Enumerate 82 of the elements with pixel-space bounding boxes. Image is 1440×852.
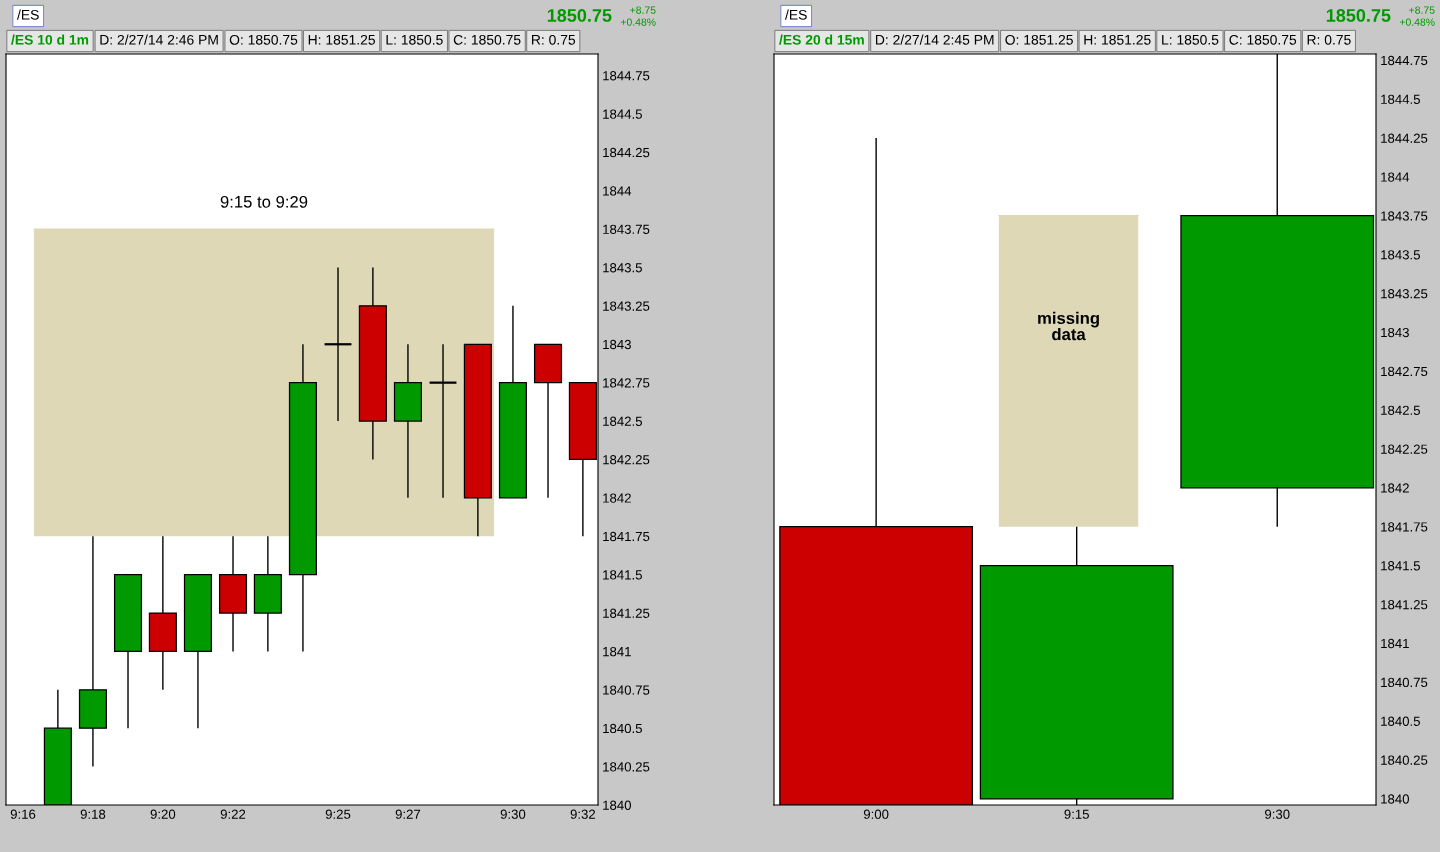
y-tick-label: 1841.5 — [603, 570, 642, 580]
y-tick-label: 1844.75 — [1381, 55, 1428, 66]
y-tick-label: 1843.25 — [1381, 289, 1428, 299]
x-tick-label: 9:16 — [10, 809, 36, 819]
candlestick — [533, 343, 563, 499]
y-tick-label: 1843.75 — [1381, 211, 1428, 221]
y-tick-label: 1844.5 — [603, 109, 642, 119]
y-tick-label: 1842 — [1381, 483, 1409, 493]
text: R: 0.75 — [1307, 34, 1351, 45]
y-tick-label: 1844.5 — [1381, 94, 1420, 104]
text: H: 1851.25 — [1084, 34, 1151, 45]
x-tick-label: 9:30 — [1265, 809, 1290, 819]
y-tick-label: 1841.75 — [1381, 522, 1428, 532]
y-tick-label: 1841.5 — [1381, 561, 1420, 571]
text: C: 1850.75 — [453, 34, 521, 45]
y-tick-label: 1840.75 — [1381, 677, 1428, 688]
x-tick-label: 9:27 — [395, 809, 421, 819]
y-tick-label: 1842.5 — [603, 416, 642, 426]
y-tick-label: 1842.25 — [1381, 444, 1428, 454]
x-tick-label: 9:20 — [150, 809, 176, 819]
y-tick-label: 1844.75 — [603, 71, 650, 81]
candlestick — [113, 574, 143, 729]
text: D: 2/27/14 2:46 PM — [100, 34, 218, 45]
chart-title: /ES 20 d 15m — [779, 34, 864, 45]
y-tick-label: 1842.25 — [603, 455, 650, 465]
y-tick-label: 1843 — [1381, 327, 1409, 338]
y-tick-label: 1841 — [603, 646, 631, 657]
y-tick-label: 1840.25 — [603, 762, 650, 772]
y-tick-label: 1842 — [603, 493, 631, 503]
text: O: 1850.75 — [229, 34, 298, 45]
candlestick — [323, 266, 353, 422]
y-tick-label: 1841 — [1381, 638, 1409, 649]
y-tick-label: 1844 — [603, 186, 632, 196]
y-tick-label: 1844.25 — [1381, 133, 1428, 143]
y-tick-label: 1844 — [1381, 172, 1410, 182]
y-tick-label: 1841.75 — [603, 531, 650, 542]
chart-subtitle: /ES — [17, 9, 39, 20]
text: +0.48% — [1399, 18, 1435, 26]
text: 1850.75 — [547, 9, 612, 22]
y-tick-label: 1842.75 — [603, 378, 650, 388]
y-tick-label: 1843.5 — [603, 263, 642, 273]
y-tick-label: 1844.25 — [603, 147, 650, 158]
y-tick-label: 1843.5 — [1381, 250, 1420, 260]
y-tick-label: 1840.75 — [603, 685, 650, 695]
x-tick-label: 9:30 — [500, 809, 526, 819]
y-tick-label: 1843.25 — [603, 301, 650, 311]
text: L: 1850.5 — [386, 34, 443, 45]
text: O: 1851.25 — [1005, 34, 1073, 45]
y-tick-label: 1840.25 — [1381, 755, 1428, 765]
y-tick-label: 1840 — [603, 800, 631, 810]
x-tick-label: 9:18 — [80, 809, 106, 819]
y-tick-label: 1840.5 — [1381, 716, 1420, 726]
x-tick-label: 9:15 — [1064, 809, 1089, 819]
y-tick-label: 1843 — [603, 339, 631, 350]
x-tick-label: 9:22 — [220, 809, 246, 819]
text: missing data — [1038, 311, 1099, 341]
text: R: 0.75 — [532, 34, 576, 45]
y-tick-label: 1840 — [1381, 794, 1409, 804]
y-tick-label: 1841.25 — [603, 608, 650, 618]
x-tick-label: 9:25 — [325, 809, 351, 819]
text: +8.75 — [1409, 6, 1435, 14]
text: C: 1850.75 — [1229, 34, 1297, 45]
text: D: 2/27/14 2:45 PM — [876, 34, 994, 45]
y-tick-label: 1842.5 — [1381, 405, 1420, 415]
text: L: 1850.5 — [1162, 34, 1219, 45]
candlestick — [428, 343, 458, 499]
text: 1850.75 — [1326, 9, 1391, 22]
y-tick-label: 1843.75 — [603, 224, 650, 234]
x-tick-label: 9:00 — [863, 809, 889, 819]
chart-title: /ES 10 d 1m — [11, 34, 89, 45]
chart-subtitle: /ES — [785, 9, 807, 20]
text: +8.75 — [630, 6, 656, 14]
candlestick — [463, 343, 492, 537]
x-tick-label: 9:32 — [570, 809, 596, 819]
candlestick — [183, 574, 212, 729]
y-tick-label: 1842.75 — [1381, 366, 1428, 377]
y-tick-label: 1840.5 — [603, 723, 642, 734]
series-label: 9:15 to 9:29 — [220, 195, 308, 208]
y-tick-label: 1841.25 — [1381, 599, 1428, 610]
text: H: 1851.25 — [308, 34, 375, 45]
candlestick — [498, 305, 528, 499]
text: +0.48% — [620, 18, 656, 26]
